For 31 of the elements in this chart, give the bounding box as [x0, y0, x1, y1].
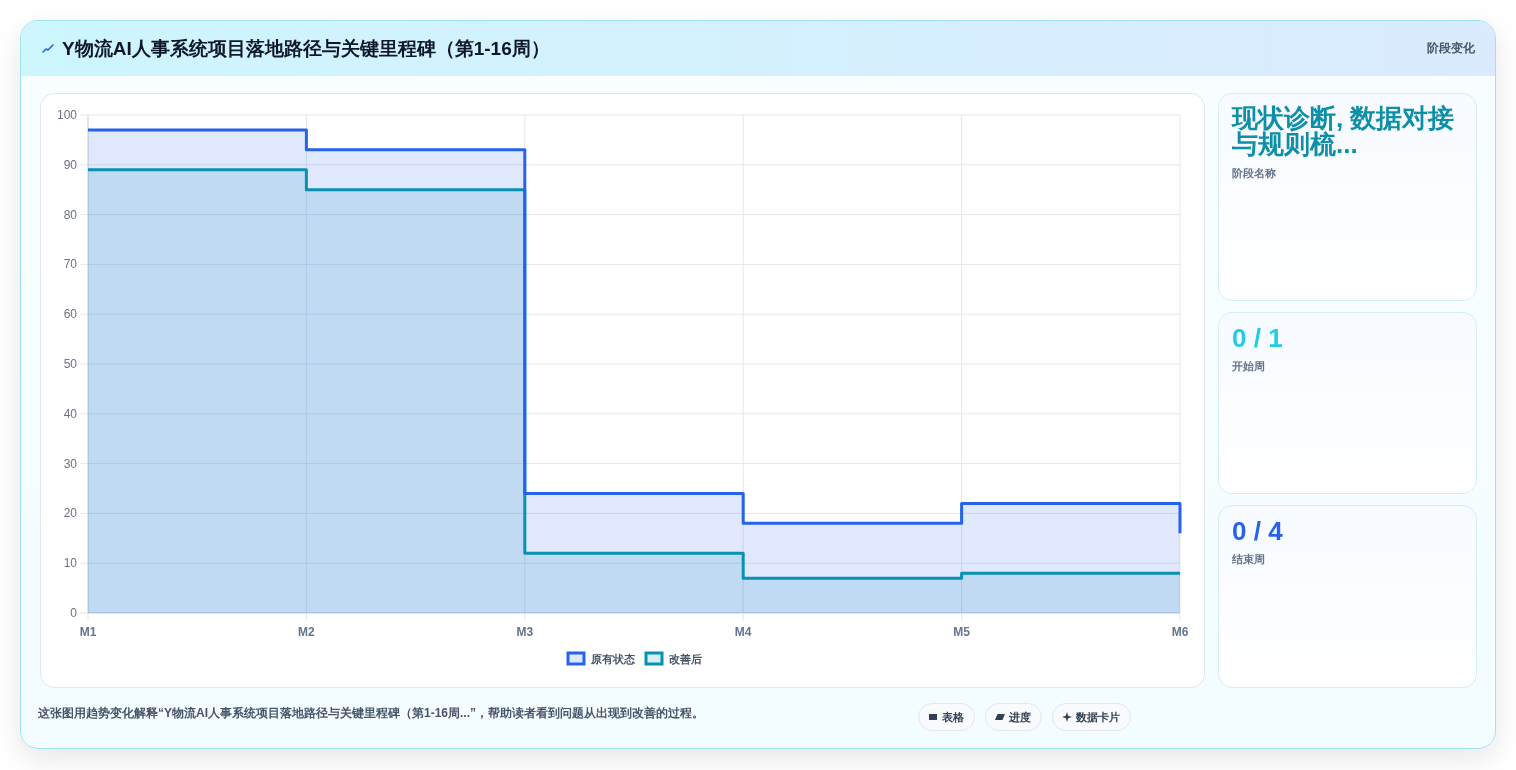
y-tick-label: 10: [63, 556, 78, 571]
x-tick-label: M4: [734, 625, 752, 639]
text: 进度: [1009, 709, 1031, 725]
text: 表格: [942, 709, 964, 725]
text: 0 / 1: [1232, 323, 1284, 353]
x-tick-label: M3: [516, 625, 534, 639]
y-tick-label: 50: [63, 357, 78, 371]
text: 这张图用趋势变化解释“Y物流AI人事系统项目落地路径与关键里程碑（第1-16周...”，帮助读者看到问题从出现到改善的过程。: [38, 705, 705, 721]
text: 结束周: [1232, 552, 1265, 566]
x-tick-label: M6: [1171, 625, 1189, 639]
text: 数据卡片: [1076, 709, 1120, 725]
y-tick-label: 70: [63, 257, 78, 272]
y-tick-label: 60: [63, 307, 78, 322]
x-tick-label: M1: [79, 625, 97, 639]
x-tick-label: M5: [953, 625, 971, 639]
y-tick-label: 20: [63, 506, 78, 521]
text: 开始周: [1232, 359, 1265, 373]
y-tick-label: 40: [63, 406, 78, 421]
x-tick-label: M2: [298, 625, 316, 639]
text: 0 / 4: [1232, 516, 1284, 546]
y-tick-label: 100: [56, 108, 78, 122]
y-tick-label: 30: [63, 456, 78, 471]
text: 阶段名称: [1232, 166, 1276, 180]
y-tick-label: 0: [70, 606, 78, 620]
legend-label: 改善后: [668, 653, 702, 665]
text: 现状诊断, 数据对接与规则梳...: [1232, 103, 1456, 159]
y-tick-label: 90: [63, 157, 78, 172]
text: 阶段变化: [1427, 40, 1475, 56]
chart-title: Y物流AI人事系统项目落地路径与关键里程碑（第1-16周）: [62, 37, 550, 61]
y-tick-label: 80: [63, 207, 78, 222]
legend-label: 原有状态: [589, 653, 636, 665]
